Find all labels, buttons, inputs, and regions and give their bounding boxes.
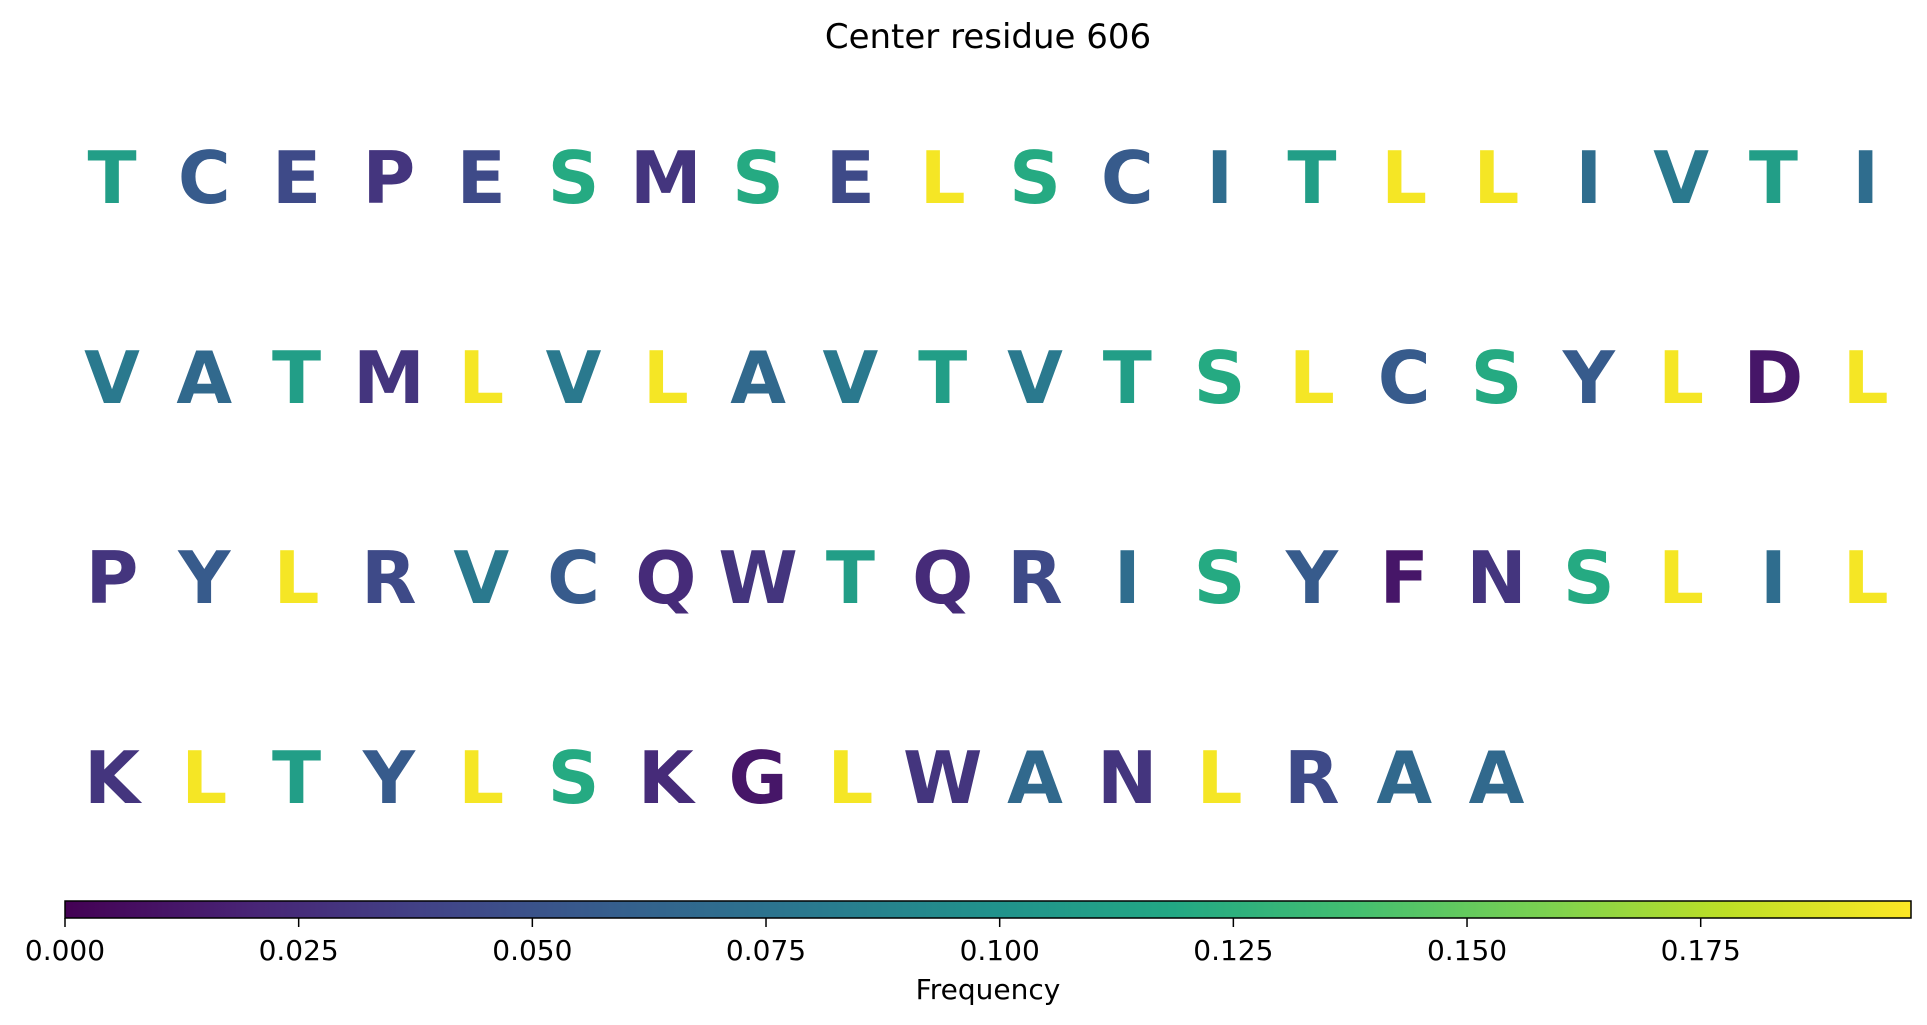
residue-letter: R: [1284, 736, 1339, 820]
residue-letter: A: [1007, 736, 1063, 820]
residue-letter: L: [827, 736, 873, 820]
residue-letter: S: [548, 736, 600, 820]
residue-letter: L: [1658, 536, 1704, 620]
residue-letter: C: [547, 536, 600, 620]
residue-letter: W: [718, 536, 797, 620]
residue-letter: T: [272, 336, 321, 420]
residue-letter: C: [1101, 136, 1154, 220]
colorbar-tick-label: 0.075: [726, 934, 806, 967]
residue-letter: E: [272, 136, 321, 220]
residue-letter: A: [1469, 736, 1525, 820]
residue-letter: I: [1852, 136, 1879, 220]
residue-letter: N: [1097, 736, 1157, 820]
residue-letter: Y: [1562, 336, 1616, 420]
residue-letter: A: [730, 336, 786, 420]
residue-letter: L: [274, 536, 320, 620]
residue-letter: T: [918, 336, 967, 420]
residue-letter: I: [1575, 136, 1602, 220]
residue-letter: V: [453, 536, 509, 620]
residue-letter: K: [84, 736, 142, 820]
residue-letter: T: [826, 536, 875, 620]
residue-letter: S: [732, 136, 784, 220]
colorbar-tick-label: 0.175: [1661, 934, 1741, 967]
residue-letter: S: [1563, 536, 1615, 620]
residue-letter: Y: [362, 736, 416, 820]
residue-letter: L: [643, 336, 689, 420]
residue-letter: K: [638, 736, 696, 820]
colorbar-tick-label: 0.125: [1193, 934, 1273, 967]
residue-letter: A: [1376, 736, 1432, 820]
residue-letter: L: [458, 736, 504, 820]
residue-letter: L: [458, 336, 504, 420]
residue-letter: S: [1194, 336, 1246, 420]
residue-letter: R: [361, 536, 416, 620]
residue-letter: E: [826, 136, 875, 220]
residue-letter: L: [1658, 336, 1704, 420]
residue-letter: A: [176, 336, 232, 420]
colorbar-tick-label: 0.000: [25, 934, 105, 967]
residue-letter: V: [84, 336, 140, 420]
residue-letter: M: [353, 336, 425, 420]
residue-letter: M: [630, 136, 702, 220]
residue-letter: V: [546, 336, 602, 420]
residue-letter: I: [1114, 536, 1141, 620]
residue-grid: T C E P E S M S E L S C I T L L I V T IV A T M L V L A V T V T S L C S Y L D L…: [84, 136, 1889, 820]
residue-letter: P: [86, 536, 139, 620]
residue-letter: L: [1197, 736, 1243, 820]
residue-letter: L: [1843, 536, 1889, 620]
residue-letter: T: [1749, 136, 1798, 220]
residue-letter: F: [1380, 536, 1429, 620]
residue-letter: D: [1744, 336, 1804, 420]
colorbar-label: Frequency: [916, 973, 1061, 1006]
residue-letter: V: [823, 336, 879, 420]
residue-letter: V: [1653, 136, 1709, 220]
residue-letter: E: [457, 136, 506, 220]
residue-letter: L: [920, 136, 966, 220]
residue-letter: L: [181, 736, 227, 820]
residue-letter: S: [1009, 136, 1061, 220]
residue-letter: P: [363, 136, 416, 220]
residue-letter: C: [1378, 336, 1431, 420]
residue-letter: Y: [1285, 536, 1339, 620]
colorbar-tick-label: 0.025: [259, 934, 339, 967]
residue-letter: T: [87, 136, 136, 220]
residue-letter: L: [1843, 336, 1889, 420]
colorbar-gradient: [64, 900, 1912, 919]
residue-letter: Q: [635, 536, 696, 620]
residue-letter: R: [1007, 536, 1062, 620]
residue-letter: S: [1194, 536, 1246, 620]
residue-letter: W: [903, 736, 982, 820]
residue-letter: V: [1007, 336, 1063, 420]
colorbar-tick-label: 0.100: [960, 934, 1040, 967]
residue-letter: Q: [912, 536, 973, 620]
residue-letter: I: [1760, 536, 1787, 620]
residue-letter: Y: [177, 536, 231, 620]
residue-letter: S: [548, 136, 600, 220]
residue-letter: G: [729, 736, 788, 820]
residue-letter: L: [1381, 136, 1427, 220]
residue-letter: T: [272, 736, 321, 820]
residue-letter: N: [1466, 536, 1526, 620]
residue-letter: C: [178, 136, 231, 220]
residue-letter: I: [1206, 136, 1233, 220]
residue-letter: L: [1289, 336, 1335, 420]
residue-letter: T: [1103, 336, 1152, 420]
colorbar-tick-label: 0.050: [492, 934, 572, 967]
chart-title: Center residue 606: [825, 17, 1151, 57]
colorbar-tick-label: 0.150: [1427, 934, 1507, 967]
residue-letter: T: [1287, 136, 1336, 220]
residue-letter: L: [1474, 136, 1520, 220]
colorbar: 0.000 0.025 0.050 0.075 0.100 0.125 0.150 0.175…: [25, 900, 1912, 1006]
residue-letter: S: [1471, 336, 1523, 420]
colorbar-ticks: 0.000 0.025 0.050 0.075 0.100 0.125 0.150 0.175: [25, 918, 1741, 967]
